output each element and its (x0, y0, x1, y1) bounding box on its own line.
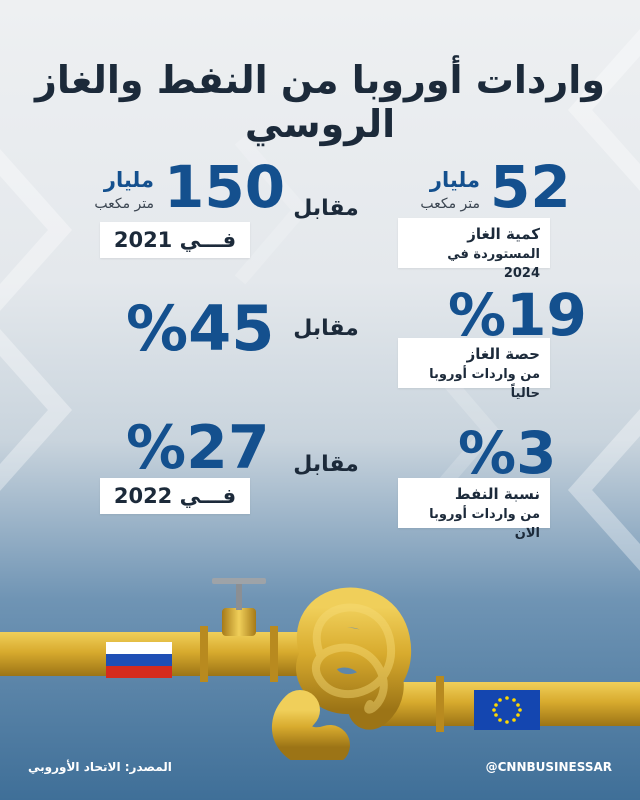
year-label-2021: فـــي 2021 (100, 222, 250, 258)
percent-sign: % (458, 419, 517, 487)
stat-label-oil-share: نسبة النفط من واردات أوروبا الان (398, 478, 550, 541)
label-line: نسبة النفط (454, 485, 540, 503)
label-line: من واردات أوروبا الان (429, 506, 540, 541)
label-line: من واردات أوروبا حالياً (429, 366, 540, 401)
page-title: واردات أوروبا من النفط والغاز الروسي (35, 58, 605, 146)
label-line: حصة الغاز (466, 345, 540, 363)
eu-flag-icon (474, 690, 540, 730)
social-handle: @CNNBUSINESSAR (485, 760, 612, 774)
stat-value-gas-share-past: %45 (126, 298, 274, 360)
stat-subunit-gas-2024: متر مكعب (420, 196, 480, 212)
stat-value-gas-2021: 150 (164, 153, 286, 221)
percent-number: 3 (516, 419, 557, 487)
label-line: كمية الغاز (467, 225, 540, 243)
versus-label: مقابل (293, 196, 359, 221)
stat-value-oil-share-now: %3 (458, 424, 556, 482)
percent-sign: % (126, 292, 189, 365)
stat-subunit-gas-2021: متر مكعب (94, 196, 154, 212)
stat-unit-gas-2021: مليار (103, 168, 154, 192)
percent-number: 27 (186, 413, 270, 483)
label-line: المستوردة في 2024 (447, 246, 540, 281)
stat-label-gas-share: حصة الغاز من واردات أوروبا حالياً (398, 338, 550, 401)
percent-number: 19 (506, 281, 587, 349)
versus-label: مقابل (293, 316, 359, 341)
stat-value-gas-2024: 52 (490, 153, 571, 221)
percent-sign: % (126, 413, 187, 483)
year-label-2022: فـــي 2022 (100, 478, 250, 514)
stat-unit-gas-2024: مليار (429, 168, 480, 192)
versus-label: مقابل (293, 452, 359, 477)
source-credit: المصدر: الاتحاد الأوروبي (28, 760, 172, 774)
stat-label-gas-2024: كمية الغاز المستوردة في 2024 (398, 218, 550, 281)
percent-number: 45 (188, 292, 275, 365)
knotted-pipeline-icon (0, 578, 640, 760)
percent-sign: % (448, 281, 507, 349)
stat-value-gas-share-now: %19 (448, 286, 587, 344)
stat-value-oil-share-2022: %27 (126, 418, 270, 478)
russia-flag-icon (106, 642, 172, 678)
